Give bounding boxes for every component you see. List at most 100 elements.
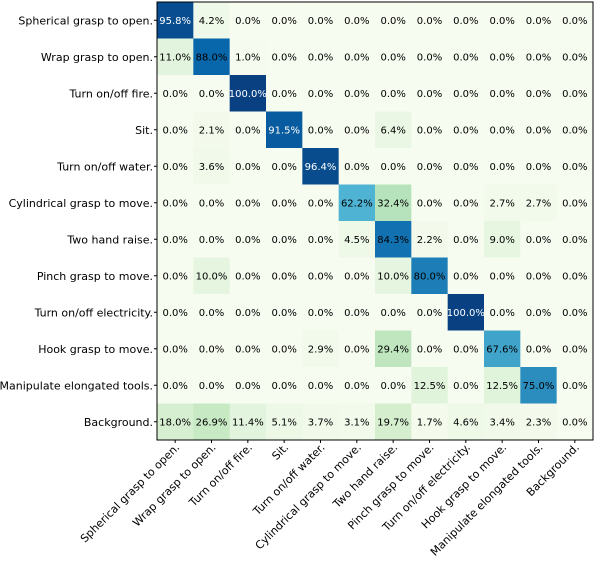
cell-value-label: 0.0% (199, 89, 224, 100)
heatmap-cell (157, 221, 194, 258)
heatmap-cell (193, 367, 231, 404)
cell-value-label: 0.0% (344, 162, 369, 173)
cell-value-label: 0.0% (235, 16, 260, 27)
cell-value-label: 0.0% (344, 125, 369, 136)
cell-value-label: 0.0% (380, 89, 405, 100)
heatmap-cell (447, 403, 485, 441)
cell-value-label: 0.0% (271, 198, 296, 209)
cell-value-label: 0.0% (489, 125, 514, 136)
cell-value-label: 0.0% (417, 308, 442, 319)
heatmap-cell (447, 2, 485, 39)
cell-value-label: 0.0% (562, 381, 587, 392)
heatmap-cell (375, 2, 412, 39)
heatmap-cell (302, 221, 340, 258)
heatmap-cell (484, 257, 521, 295)
y-tick-label: Turn on/off water. (56, 160, 153, 173)
cell-value-label: 26.9% (196, 417, 228, 428)
heatmap-cell (157, 38, 194, 76)
cell-value-label: 0.0% (162, 381, 187, 392)
heatmap-cell (338, 184, 376, 222)
cell-value-label: 0.0% (489, 162, 514, 173)
heatmap-cell (193, 294, 231, 331)
cell-value-label: 84.3% (377, 235, 409, 246)
heatmap-cell (338, 38, 376, 76)
heatmap-cell (411, 221, 449, 258)
heatmap-cell (266, 367, 303, 404)
heatmap-cell (556, 38, 594, 76)
heatmap-cell (193, 330, 231, 368)
heatmap-cell (484, 367, 521, 404)
heatmap-cell (375, 184, 412, 222)
cell-value-label: 0.0% (453, 198, 478, 209)
heatmap-cell (266, 111, 303, 149)
x-tick-label: Two hand raise. (330, 441, 400, 511)
cell-value-label: 2.9% (308, 344, 333, 355)
cell-value-label: 0.0% (380, 16, 405, 27)
cell-value-label: 0.0% (235, 381, 260, 392)
cell-value-label: 0.0% (235, 271, 260, 282)
cell-value-label: 0.0% (417, 344, 442, 355)
heatmap-cell (411, 403, 449, 441)
heatmap-cell (157, 330, 194, 368)
cell-value-label: 4.5% (344, 235, 369, 246)
cell-value-label: 0.0% (271, 308, 296, 319)
heatmap-cell (375, 75, 412, 112)
cell-value-label: 0.0% (344, 308, 369, 319)
cell-value-label: 0.0% (489, 16, 514, 27)
heatmap-cell (556, 367, 594, 404)
heatmap-cell (411, 111, 449, 149)
heatmap-cell (411, 367, 449, 404)
heatmap-cell (229, 294, 267, 331)
heatmap-cell (556, 2, 594, 39)
heatmap-cell (266, 2, 303, 39)
heatmap-cell (266, 148, 303, 185)
heatmap-cell (229, 403, 267, 441)
heatmap-cell (338, 257, 376, 295)
heatmap-cell (302, 2, 340, 39)
heatmap-cell (520, 2, 558, 39)
cell-value-label: 0.0% (271, 89, 296, 100)
heatmap-cell (556, 75, 594, 112)
cell-value-label: 0.0% (308, 198, 333, 209)
heatmap-cell (193, 221, 231, 258)
heatmap-cell (193, 111, 231, 149)
heatmap-cell (157, 148, 194, 185)
heatmap-cell (484, 294, 521, 331)
y-tick-label: Cylindrical grasp to move. (9, 197, 153, 210)
heatmap-cell (302, 403, 340, 441)
heatmap-cell (338, 294, 376, 331)
heatmap-cell (266, 294, 303, 331)
cell-value-label: 62.2% (341, 198, 373, 209)
cell-value-label: 0.0% (562, 235, 587, 246)
x-tick-label: Turn on/off fire. (186, 441, 255, 510)
cell-value-label: 0.0% (417, 52, 442, 63)
cell-value-label: 0.0% (344, 381, 369, 392)
y-tick-label: Two hand raise. (66, 233, 153, 246)
heatmap-cell (411, 330, 449, 368)
heatmap-cell (556, 330, 594, 368)
heatmap-cell (411, 148, 449, 185)
heatmap-cell (447, 330, 485, 368)
heatmap-cell (520, 221, 558, 258)
cell-value-label: 12.5% (414, 381, 446, 392)
cell-value-label: 11.4% (232, 417, 264, 428)
heatmap-cell (266, 221, 303, 258)
heatmap-cell (338, 367, 376, 404)
y-tick-labels: Spherical grasp to open. Wrap grasp to op… (0, 14, 157, 429)
heatmap-cell (193, 75, 231, 112)
cell-value-label: 0.0% (562, 162, 587, 173)
y-tick-label: Hook grasp to move. (38, 343, 153, 356)
cell-value-label: 95.8% (159, 16, 191, 27)
cell-value-label: 0.0% (162, 89, 187, 100)
heatmap-cell (157, 403, 194, 441)
heatmap-cell (229, 184, 267, 222)
heatmap-cell (411, 2, 449, 39)
cell-value-label: 3.7% (308, 417, 333, 428)
cell-value-label: 0.0% (199, 344, 224, 355)
heatmap-cell (520, 184, 558, 222)
cell-value-label: 0.0% (526, 16, 551, 27)
cell-value-label: 0.0% (417, 89, 442, 100)
heatmap-cell (193, 257, 231, 295)
heatmap-cell (229, 2, 267, 39)
heatmap-cell (484, 2, 521, 39)
